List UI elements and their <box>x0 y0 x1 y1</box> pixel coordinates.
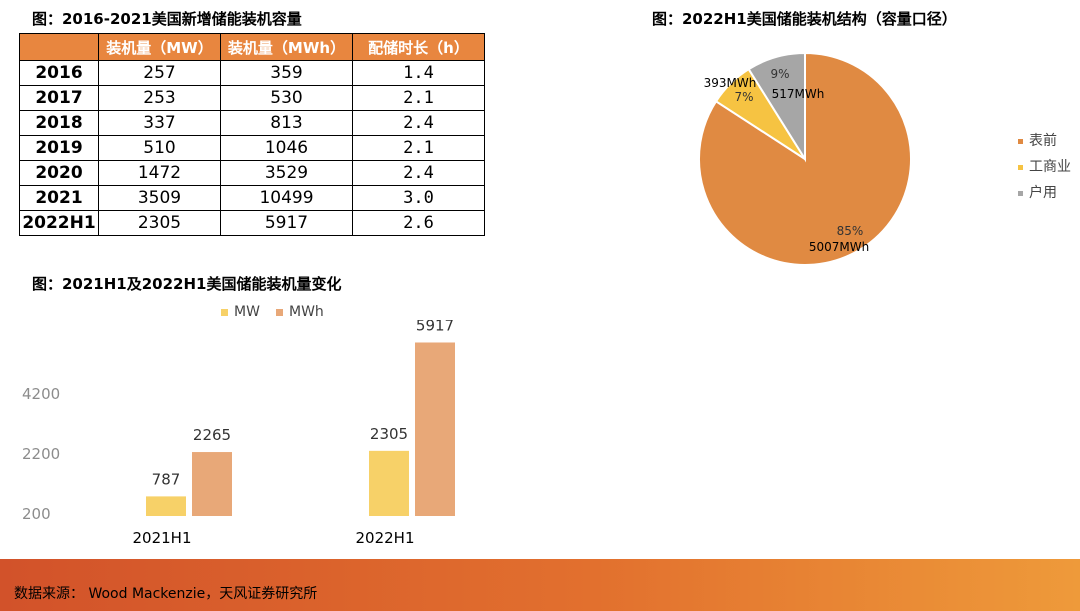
source-note: 数据来源： Wood Mackenzie，天风证券研究所 <box>14 586 318 602</box>
table-cell: 359 <box>220 60 353 86</box>
x-tick-label: 2022H1 <box>356 529 415 547</box>
table-cell: 1.4 <box>352 60 485 86</box>
table-cell: 2.6 <box>352 210 485 236</box>
table-cell: 2.1 <box>352 85 485 111</box>
table-cell: 3509 <box>98 185 221 211</box>
bar-mwh-2022h1 <box>415 342 455 516</box>
table-cell: 253 <box>98 85 221 111</box>
legend-residential: 户用 <box>1018 182 1071 202</box>
legend-front-of-meter: 表前 <box>1018 130 1071 150</box>
legend-commercial: 工商业 <box>1018 156 1071 176</box>
y-tick-label: 4200 <box>22 385 60 403</box>
table-row: 2017 253 530 2.1 <box>19 85 485 111</box>
data-label: 2265 <box>193 426 231 444</box>
legend-mwh: MWh <box>276 304 324 320</box>
table-header-cell: 装机量（MWh） <box>220 33 353 61</box>
legend-label-mwh: MWh <box>289 304 324 320</box>
table-cell: 3.0 <box>352 185 485 211</box>
bar-mw-2021h1 <box>146 496 186 516</box>
table-row: 2020 1472 3529 2.4 <box>19 160 485 186</box>
table-cell: 257 <box>98 60 221 86</box>
y-tick-label: 200 <box>22 505 51 523</box>
table-cell: 2305 <box>98 210 221 236</box>
table-header-row: 装机量（MW） 装机量（MWh） 配储时长（h） <box>19 33 485 61</box>
table-cell: 337 <box>98 110 221 136</box>
legend-label-front-of-meter: 表前 <box>1029 133 1057 149</box>
legend-swatch-commercial <box>1018 164 1023 170</box>
legend-label-mw: MW <box>234 304 260 320</box>
table-cell-year: 2018 <box>19 110 99 136</box>
table-row: 2019 510 1046 2.1 <box>19 135 485 161</box>
pie-chart: 85% 5007MWh 7%393MWh 9% 517MWh <box>698 51 912 266</box>
table-cell: 2.1 <box>352 135 485 161</box>
table-cell: 3529 <box>220 160 353 186</box>
table-row: 2016 257 359 1.4 <box>19 60 485 86</box>
table-cell-year: 2020 <box>19 160 99 186</box>
pie-percent-label: 7% <box>734 90 753 104</box>
bar-chart: 200 2200 4200 787 2265 2021H1 2305 5917 2022H1 <box>22 320 455 547</box>
legend-swatch-front-of-meter <box>1018 138 1023 144</box>
table-row: 2022H1 2305 5917 2.6 <box>19 210 485 236</box>
bar-chart-title: 图：2021H1及2022H1美国储能装机量变化 <box>32 275 342 293</box>
pie-chart-title: 图：2022H1美国储能装机结构（容量口径） <box>652 10 957 28</box>
table-cell-year: 2017 <box>19 85 99 111</box>
pie-amount-label: 5007MWh <box>809 240 869 254</box>
data-label: 2305 <box>370 425 408 443</box>
pie-amount-label: 393MWh <box>704 76 757 90</box>
legend-label-commercial: 工商业 <box>1029 159 1071 175</box>
table-cell-year: 2019 <box>19 135 99 161</box>
table-cell: 2.4 <box>352 160 485 186</box>
table-cell: 10499 <box>220 185 353 211</box>
table-cell: 530 <box>220 85 353 111</box>
table-cell-year: 2022H1 <box>19 210 99 236</box>
data-label: 787 <box>152 470 181 488</box>
table-cell: 813 <box>220 110 353 136</box>
table-header-cell: 装机量（MW） <box>98 33 221 61</box>
table-title: 图：2016-2021美国新增储能装机容量 <box>32 10 302 28</box>
table-header-cell <box>19 33 99 61</box>
legend-label-residential: 户用 <box>1029 185 1057 201</box>
pie-amount-label: 517MWh <box>772 87 825 101</box>
legend-swatch-residential <box>1018 190 1023 196</box>
pie-percent-label: 85% <box>837 224 864 238</box>
table-row: 2018 337 813 2.4 <box>19 110 485 136</box>
table-cell: 1046 <box>220 135 353 161</box>
table-cell-year: 2021 <box>19 185 99 211</box>
pie-legend: 表前 工商业 户用 <box>1018 130 1071 202</box>
capacity-table: 装机量（MW） 装机量（MWh） 配储时长（h） 2016 257 359 1.… <box>19 33 485 236</box>
table-cell: 5917 <box>220 210 353 236</box>
bar-mw-2022h1 <box>369 450 409 516</box>
pie-percent-label: 9% <box>770 67 789 81</box>
table-cell: 510 <box>98 135 221 161</box>
y-tick-label: 2200 <box>22 445 60 463</box>
legend-swatch-mw <box>221 308 228 316</box>
legend-swatch-mwh <box>276 308 283 316</box>
x-tick-label: 2021H1 <box>133 529 192 547</box>
bar-mwh-2021h1 <box>192 452 232 516</box>
table-cell-year: 2016 <box>19 60 99 86</box>
data-label: 5917 <box>416 320 454 334</box>
table-row: 2021 3509 10499 3.0 <box>19 185 485 211</box>
table-cell: 2.4 <box>352 110 485 136</box>
table-header-cell: 配储时长（h） <box>352 33 485 61</box>
pie-slice-2 <box>747 51 806 163</box>
table-cell: 1472 <box>98 160 221 186</box>
legend-mw: MW <box>221 304 260 320</box>
footer-bar: 数据来源： Wood Mackenzie，天风证券研究所 <box>0 559 1080 611</box>
